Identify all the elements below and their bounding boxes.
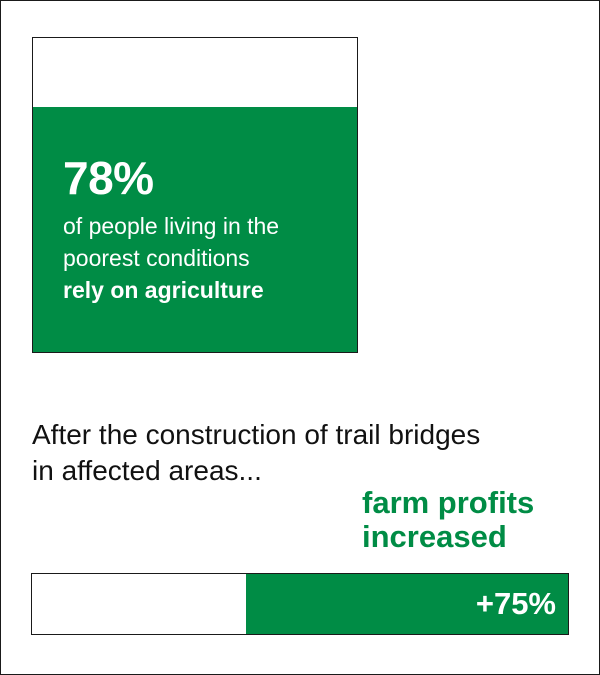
annotation-line-2: increased xyxy=(362,519,507,554)
stat-card: 78% of people living in the poorest cond… xyxy=(32,37,358,353)
profit-bar: +75% xyxy=(31,573,569,635)
stat-caption-line-2: poorest conditions xyxy=(63,245,250,271)
stat-caption-line-1: of people living in the xyxy=(63,213,280,239)
stat-fill-78 xyxy=(33,107,357,352)
stat-value: 78% xyxy=(63,152,154,204)
profit-bar-value-label: +75% xyxy=(475,586,556,621)
annotation-line-1: farm profits xyxy=(362,485,535,520)
headline-line-2: in affected areas... xyxy=(32,455,262,486)
profit-bar-fill xyxy=(246,574,568,634)
stat-caption-line-3: rely on agriculture xyxy=(63,277,264,303)
headline-line-1: After the construction of trail bridges xyxy=(32,419,481,450)
stat-card-text: 78% of people living in the poorest cond… xyxy=(63,152,347,306)
bar-annotation: farm profits increased xyxy=(362,486,592,554)
headline: After the construction of trail bridges … xyxy=(32,417,592,489)
